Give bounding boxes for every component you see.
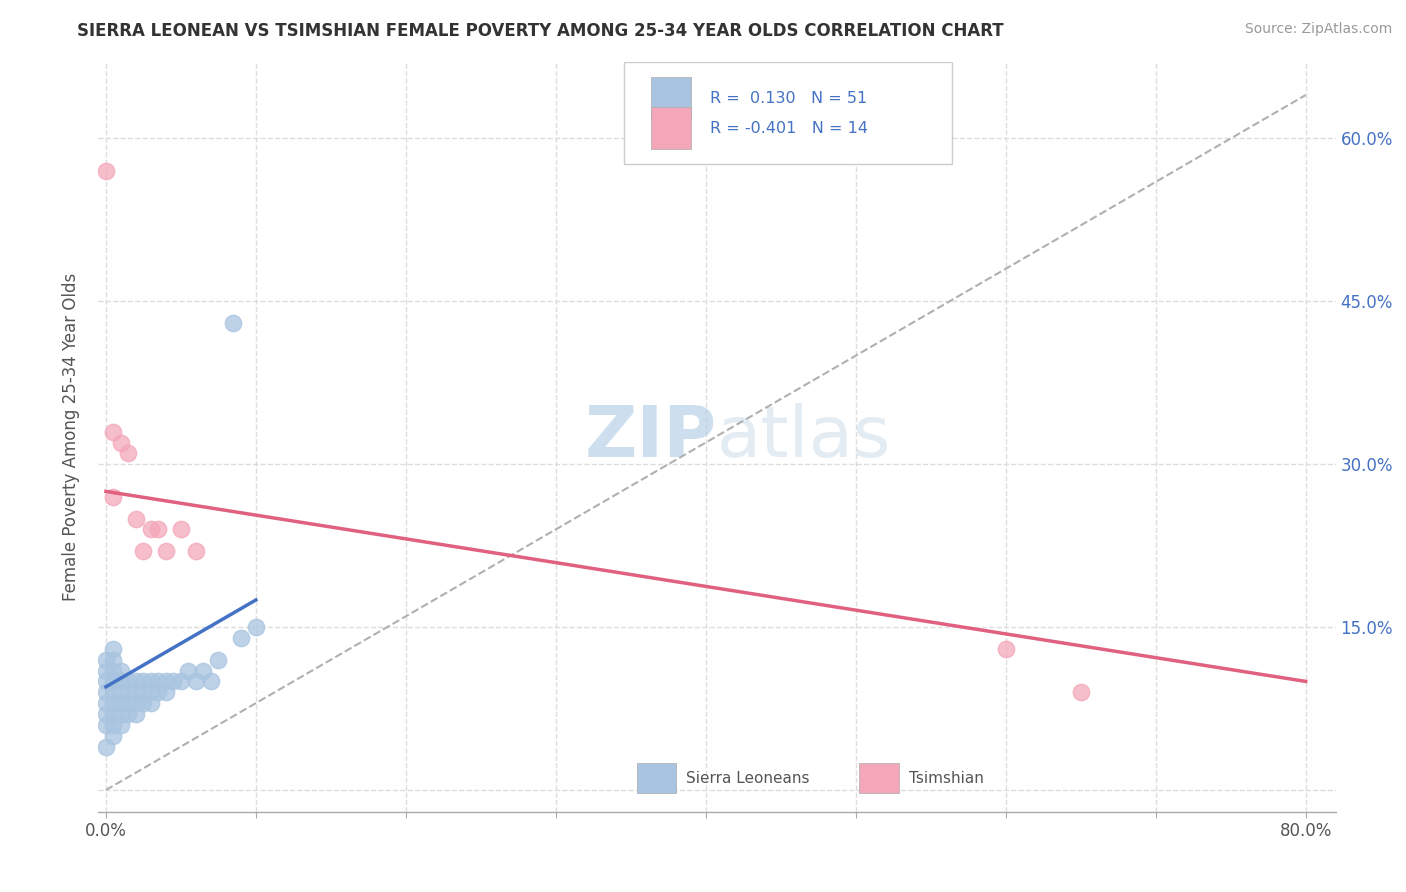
Text: ZIP: ZIP (585, 402, 717, 472)
Point (103, 490, 125, 504)
Point (110, 706, 132, 721)
Point (132, 544, 155, 558)
Point (200, 674, 222, 689)
Point (110, 696, 132, 710)
Point (94, 706, 117, 721)
Point (103, 729, 125, 743)
Point (229, 631, 252, 645)
Point (125, 685, 148, 699)
Point (184, 674, 207, 689)
Point (245, 620, 267, 634)
Point (125, 511, 148, 525)
Point (139, 522, 162, 536)
Text: R = -0.401   N = 14: R = -0.401 N = 14 (710, 120, 868, 136)
Point (132, 685, 155, 699)
Point (155, 685, 177, 699)
FancyBboxPatch shape (859, 763, 898, 793)
Point (103, 718, 125, 732)
Point (132, 696, 155, 710)
Point (94, 164, 117, 178)
Point (125, 706, 148, 721)
Point (117, 685, 139, 699)
Point (103, 696, 125, 710)
Point (94, 685, 117, 699)
Point (110, 664, 132, 678)
Y-axis label: Female Poverty Among 25-34 Year Olds: Female Poverty Among 25-34 Year Olds (62, 273, 80, 601)
Point (148, 522, 170, 536)
Point (170, 522, 193, 536)
Point (103, 685, 125, 699)
Point (155, 674, 177, 689)
Text: Tsimshian: Tsimshian (908, 771, 984, 786)
Point (103, 641, 125, 656)
Point (155, 544, 177, 558)
Point (103, 653, 125, 667)
Point (110, 674, 132, 689)
Point (162, 674, 184, 689)
Point (110, 435, 132, 450)
Point (103, 664, 125, 678)
Point (177, 664, 200, 678)
Point (132, 674, 155, 689)
FancyBboxPatch shape (651, 107, 692, 149)
Text: Source: ZipAtlas.com: Source: ZipAtlas.com (1244, 22, 1392, 37)
Point (193, 664, 215, 678)
Point (117, 706, 139, 721)
Point (222, 316, 245, 330)
Point (94, 718, 117, 732)
FancyBboxPatch shape (637, 763, 676, 793)
Point (207, 653, 229, 667)
Point (139, 696, 162, 710)
Point (94, 664, 117, 678)
Point (110, 685, 132, 699)
Point (139, 674, 162, 689)
Point (148, 674, 170, 689)
FancyBboxPatch shape (651, 78, 692, 119)
Point (94, 653, 117, 667)
Point (117, 696, 139, 710)
Point (103, 425, 125, 439)
Point (94, 674, 117, 689)
Point (994, 641, 1017, 656)
Point (125, 696, 148, 710)
Point (110, 718, 132, 732)
Text: SIERRA LEONEAN VS TSIMSHIAN FEMALE POVERTY AMONG 25-34 YEAR OLDS CORRELATION CHA: SIERRA LEONEAN VS TSIMSHIAN FEMALE POVER… (77, 22, 1004, 40)
Point (1070, 685, 1092, 699)
Point (170, 674, 193, 689)
Text: R =  0.130   N = 51: R = 0.130 N = 51 (710, 90, 868, 105)
Point (103, 674, 125, 689)
Point (103, 706, 125, 721)
Text: atlas: atlas (717, 402, 891, 472)
Point (94, 696, 117, 710)
Text: Sierra Leoneans: Sierra Leoneans (686, 771, 810, 786)
Point (139, 685, 162, 699)
Point (125, 674, 148, 689)
Point (184, 544, 207, 558)
Point (117, 446, 139, 460)
Point (94, 739, 117, 754)
FancyBboxPatch shape (624, 62, 952, 163)
Point (117, 674, 139, 689)
Point (148, 685, 170, 699)
